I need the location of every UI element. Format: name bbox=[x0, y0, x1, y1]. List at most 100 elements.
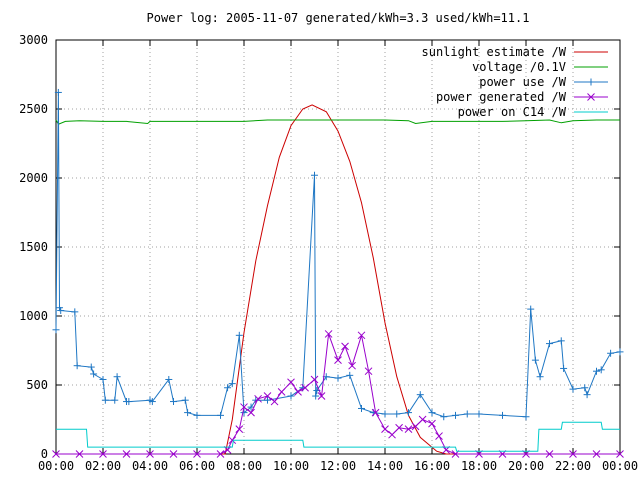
y-tick-label: 2000 bbox=[19, 171, 48, 185]
point-mark bbox=[263, 392, 272, 400]
data-point bbox=[428, 409, 436, 417]
legend-label: power on C14 /W bbox=[458, 105, 567, 119]
data-point bbox=[546, 340, 553, 348]
data-point bbox=[557, 337, 565, 345]
data-point bbox=[311, 171, 318, 179]
data-point bbox=[99, 450, 107, 458]
series-line bbox=[55, 119, 620, 125]
point-mark bbox=[428, 419, 436, 428]
point-mark bbox=[616, 450, 624, 458]
point-mark bbox=[569, 450, 577, 458]
data-point bbox=[193, 450, 201, 458]
legend-entry: sunlight estimate /W bbox=[422, 45, 608, 59]
y-tick-label: 1000 bbox=[19, 309, 48, 323]
data-point bbox=[522, 413, 530, 421]
series-2 bbox=[52, 88, 624, 421]
data-point bbox=[583, 391, 591, 399]
data-point bbox=[111, 396, 119, 404]
legend-entry: voltage /0.1V bbox=[472, 60, 608, 74]
x-tick-label: 16:00 bbox=[414, 459, 450, 473]
point-mark bbox=[324, 330, 333, 338]
point-mark bbox=[334, 356, 342, 365]
legend-label: power generated /W bbox=[436, 90, 567, 104]
data-point bbox=[71, 308, 79, 316]
x-tick-label: 08:00 bbox=[226, 459, 262, 473]
point-mark bbox=[99, 450, 107, 458]
point-mark bbox=[294, 388, 302, 396]
legend-entry: power generated /W bbox=[436, 90, 608, 104]
series-4 bbox=[56, 421, 620, 452]
point-mark bbox=[381, 425, 389, 434]
data-point bbox=[593, 367, 600, 375]
point-mark bbox=[254, 394, 262, 403]
data-point bbox=[346, 371, 354, 379]
data-point bbox=[536, 373, 544, 381]
point-mark bbox=[348, 361, 356, 370]
data-point bbox=[310, 375, 319, 384]
data-point bbox=[165, 375, 173, 383]
data-point bbox=[616, 450, 624, 458]
x-tick-label: 14:00 bbox=[367, 459, 403, 473]
data-point bbox=[324, 330, 333, 338]
data-point bbox=[607, 349, 615, 357]
point-mark bbox=[270, 397, 279, 406]
data-point bbox=[334, 356, 342, 365]
point-mark bbox=[310, 375, 319, 384]
data-point bbox=[235, 425, 244, 434]
data-point bbox=[499, 411, 506, 419]
data-point bbox=[341, 342, 349, 351]
data-point bbox=[357, 331, 366, 340]
y-tick-label: 0 bbox=[41, 447, 48, 461]
point-mark bbox=[235, 425, 244, 434]
point-mark bbox=[228, 436, 237, 445]
point-mark bbox=[418, 415, 427, 424]
point-mark bbox=[545, 450, 554, 458]
point-mark bbox=[146, 450, 154, 458]
point-mark bbox=[341, 342, 349, 351]
data-point bbox=[592, 450, 601, 458]
data-point bbox=[358, 404, 365, 412]
x-tick-label: 18:00 bbox=[461, 459, 497, 473]
point-mark bbox=[395, 423, 403, 432]
y-tick-label: 500 bbox=[26, 378, 48, 392]
x-tick-label: 00:00 bbox=[38, 459, 74, 473]
data-point bbox=[228, 380, 236, 388]
data-point bbox=[270, 397, 279, 406]
data-point bbox=[75, 450, 84, 458]
data-point bbox=[301, 383, 309, 392]
data-point bbox=[54, 88, 62, 96]
data-point bbox=[193, 411, 201, 419]
x-tick-label: 02:00 bbox=[85, 459, 121, 473]
data-point bbox=[146, 450, 154, 458]
data-point bbox=[587, 78, 595, 86]
data-point bbox=[416, 391, 424, 399]
data-point bbox=[294, 388, 302, 396]
data-point bbox=[475, 410, 483, 418]
data-point bbox=[73, 362, 81, 370]
data-point bbox=[216, 450, 225, 458]
data-point bbox=[235, 331, 243, 339]
point-mark bbox=[371, 408, 380, 417]
series-line bbox=[56, 104, 620, 455]
legend-label: voltage /0.1V bbox=[472, 60, 566, 74]
y-tick-label: 2500 bbox=[19, 102, 48, 116]
data-point bbox=[597, 366, 605, 374]
data-point bbox=[90, 370, 98, 378]
point-mark bbox=[247, 408, 255, 417]
y-tick-label: 3000 bbox=[19, 33, 48, 47]
point-mark bbox=[52, 450, 60, 458]
data-point bbox=[411, 422, 420, 431]
point-mark bbox=[317, 392, 326, 400]
point-mark bbox=[364, 367, 373, 376]
data-point bbox=[125, 398, 133, 406]
point-mark bbox=[357, 331, 366, 340]
point-mark bbox=[240, 403, 248, 411]
grid bbox=[56, 40, 620, 454]
series-layer bbox=[52, 88, 624, 458]
data-point bbox=[560, 364, 568, 372]
point-mark bbox=[301, 383, 309, 392]
data-point bbox=[395, 423, 403, 432]
point-mark bbox=[435, 432, 443, 440]
